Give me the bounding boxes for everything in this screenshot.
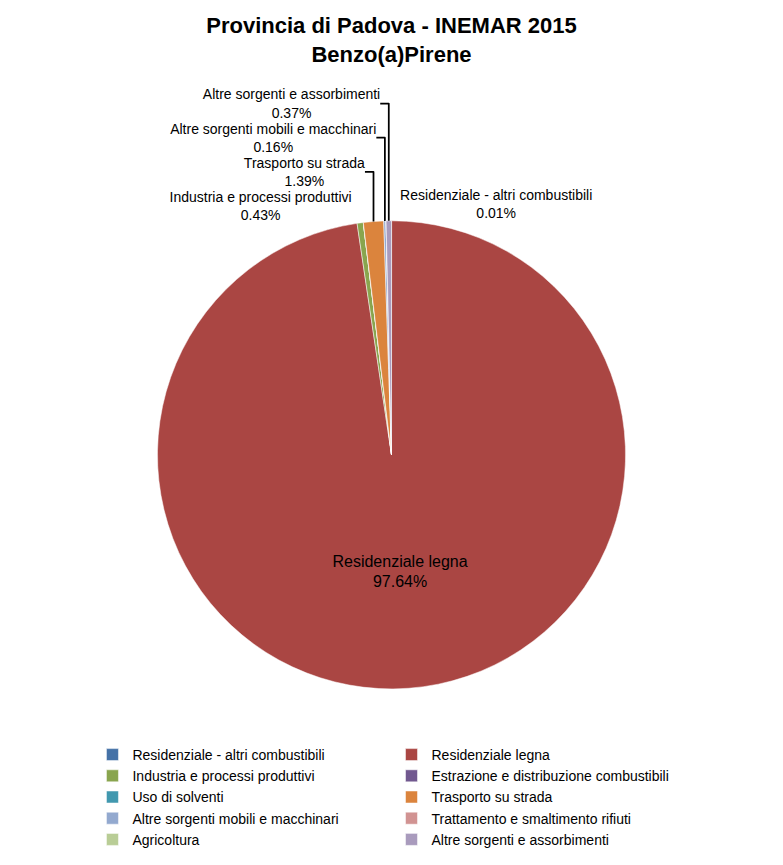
svg-text:Altre sorgenti mobili e macchi: Altre sorgenti mobili e macchinari0.16% xyxy=(170,121,376,155)
svg-text:Altre sorgenti e assorbimenti: Altre sorgenti e assorbimenti xyxy=(432,832,609,848)
svg-text:Agricoltura: Agricoltura xyxy=(132,832,199,848)
svg-text:Industria e processi produttiv: Industria e processi produttivi0.43% xyxy=(170,189,352,223)
svg-text:Trasporto su strada: Trasporto su strada xyxy=(432,789,553,805)
svg-text:Uso di solventi: Uso di solventi xyxy=(132,789,223,805)
svg-text:Altre sorgenti e assorbimenti0: Altre sorgenti e assorbimenti0.37% xyxy=(203,86,380,120)
svg-text:Estrazione e distribuzione com: Estrazione e distribuzione combustibili xyxy=(432,768,669,784)
svg-text:Provincia di Padova - INEMAR 2: Provincia di Padova - INEMAR 2015Benzo(a… xyxy=(206,13,576,67)
svg-text:Residenziale - altri combustib: Residenziale - altri combustibili xyxy=(132,747,324,763)
svg-text:Industria e processi produttiv: Industria e processi produttivi xyxy=(132,768,314,784)
svg-text:Residenziale - altri combustib: Residenziale - altri combustibili0.01% xyxy=(400,187,592,221)
svg-text:Residenziale legna97.64%: Residenziale legna97.64% xyxy=(332,553,467,591)
svg-text:Trattamento e smaltimento rifi: Trattamento e smaltimento rifiuti xyxy=(432,811,631,827)
svg-text:Altre sorgenti mobili e macchi: Altre sorgenti mobili e macchinari xyxy=(132,811,338,827)
svg-text:Residenziale legna: Residenziale legna xyxy=(432,747,551,763)
svg-text:Trasporto su strada1.39%: Trasporto su strada1.39% xyxy=(244,155,365,189)
